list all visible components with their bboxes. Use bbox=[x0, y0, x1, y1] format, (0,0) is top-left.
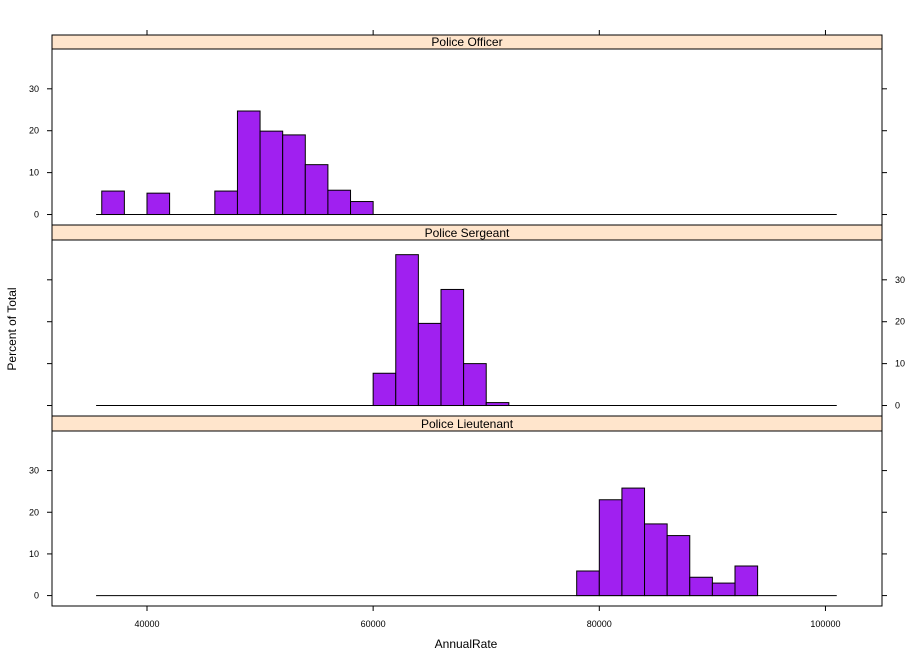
histogram-bar bbox=[485, 402, 510, 407]
y-tick-label: 20 bbox=[895, 317, 905, 327]
panel-police-sergeant: Police Sergeant 0 10 20 30 bbox=[47, 224, 905, 417]
x-tick-label: 40000 bbox=[134, 619, 159, 629]
y-tick-label: 30 bbox=[29, 84, 39, 94]
histogram-bar bbox=[282, 134, 306, 216]
y-tick-label: 30 bbox=[895, 275, 905, 285]
panel-police-officer: Police Officer 0 10 20 30 bbox=[29, 34, 887, 226]
histogram-bar bbox=[395, 254, 419, 407]
histogram-bar bbox=[304, 164, 329, 216]
histogram-bar bbox=[214, 190, 238, 216]
y-tick-label: 20 bbox=[29, 507, 39, 517]
x-axis-title: AnnualRate bbox=[435, 637, 498, 651]
histogram-bar bbox=[644, 523, 668, 597]
histogram-bar bbox=[327, 189, 352, 216]
strip-label: Police Lieutenant bbox=[421, 417, 514, 431]
histogram-bar bbox=[372, 372, 397, 407]
panel-police-lieutenant: Police Lieutenant 0 10 20 30 bbox=[29, 415, 887, 607]
x-tick-label: 60000 bbox=[361, 619, 386, 629]
strip-label: Police Sergeant bbox=[425, 226, 510, 240]
histogram-bar bbox=[417, 322, 442, 407]
histogram-bar bbox=[576, 570, 600, 597]
histogram-bar bbox=[621, 487, 646, 597]
histogram-bar bbox=[101, 190, 125, 216]
panel-border bbox=[51, 48, 883, 226]
histogram-bar bbox=[666, 535, 691, 597]
strip-label: Police Officer bbox=[431, 35, 502, 49]
y-tick-label: 30 bbox=[29, 466, 39, 476]
histogram-bar bbox=[463, 363, 487, 407]
histogram-bar bbox=[440, 288, 465, 407]
histogram-bar bbox=[734, 565, 759, 597]
y-axis-title: Percent of Total bbox=[5, 287, 19, 370]
panels-layer: Police Officer 0 10 20 30 Police Sergeant 0 10 2… bbox=[29, 30, 905, 629]
histogram-bar bbox=[350, 201, 374, 216]
y-tick-label: 10 bbox=[29, 549, 39, 559]
x-tick-label: 100000 bbox=[810, 619, 840, 629]
y-tick-label: 10 bbox=[29, 168, 39, 178]
y-tick-label: 20 bbox=[29, 126, 39, 136]
histogram-bar bbox=[689, 576, 713, 597]
y-tick-label: 0 bbox=[895, 401, 900, 411]
y-tick-label: 0 bbox=[34, 591, 39, 601]
panel-border bbox=[51, 430, 883, 607]
histogram-bar bbox=[259, 130, 284, 216]
y-tick-label: 0 bbox=[34, 210, 39, 220]
histogram-bar bbox=[598, 499, 623, 597]
histogram-bar bbox=[711, 582, 736, 597]
x-tick-label: 80000 bbox=[587, 619, 612, 629]
histogram-bar bbox=[146, 192, 171, 216]
histogram-bar bbox=[236, 110, 261, 216]
y-tick-label: 10 bbox=[895, 359, 905, 369]
